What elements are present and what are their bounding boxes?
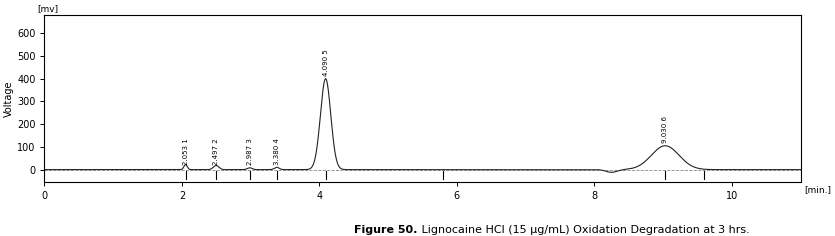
Text: Lignocaine HCl (15 μg/mL) Oxidation Degradation at 3 hrs.: Lignocaine HCl (15 μg/mL) Oxidation Degr…	[418, 225, 749, 235]
Text: Figure 50.: Figure 50.	[354, 225, 418, 235]
Text: 2.497 2: 2.497 2	[213, 138, 219, 165]
Text: 3.380 4: 3.380 4	[274, 138, 280, 165]
Text: [min.]: [min.]	[804, 185, 832, 194]
Text: 9.030 6: 9.030 6	[662, 116, 668, 143]
Text: 2.987 3: 2.987 3	[247, 138, 253, 165]
Text: 4.090 5: 4.090 5	[322, 49, 329, 76]
Text: 2.053 1: 2.053 1	[183, 138, 189, 165]
Y-axis label: Voltage: Voltage	[4, 80, 14, 117]
Text: [mv]: [mv]	[37, 4, 58, 13]
